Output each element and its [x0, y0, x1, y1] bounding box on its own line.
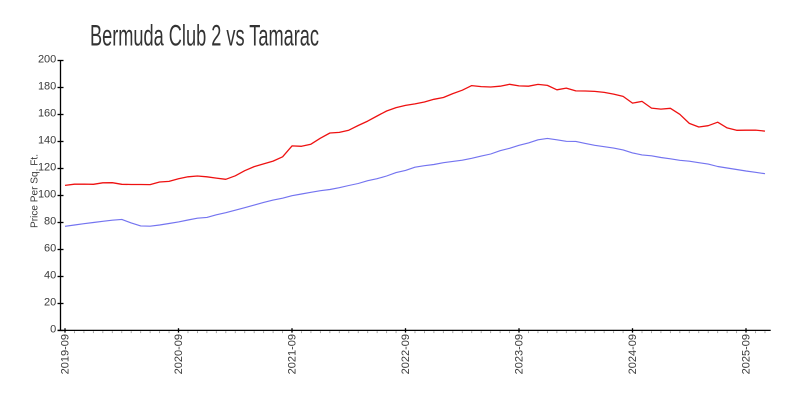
svg-text:2024-09: 2024-09 [627, 334, 639, 374]
svg-text:2025-09: 2025-09 [741, 334, 753, 374]
svg-text:Price Per Sq. Ft.: Price Per Sq. Ft. [29, 154, 41, 228]
svg-text:80: 80 [44, 216, 56, 228]
svg-text:180: 180 [38, 81, 56, 93]
svg-text:0: 0 [50, 324, 56, 336]
svg-text:120: 120 [38, 162, 56, 174]
svg-text:2019-09: 2019-09 [60, 334, 72, 374]
svg-text:160: 160 [38, 108, 56, 120]
svg-text:2023-09: 2023-09 [514, 334, 526, 374]
svg-text:2021-09: 2021-09 [287, 334, 299, 374]
svg-text:40: 40 [44, 270, 56, 282]
svg-text:Bermuda Club 2 vs Tamarac: Bermuda Club 2 vs Tamarac [90, 20, 319, 53]
svg-text:60: 60 [44, 243, 56, 255]
svg-text:2020-09: 2020-09 [173, 334, 185, 374]
svg-text:2022-09: 2022-09 [400, 334, 412, 374]
svg-text:100: 100 [38, 189, 56, 201]
svg-text:140: 140 [38, 135, 56, 147]
svg-text:20: 20 [44, 297, 56, 309]
svg-text:200: 200 [38, 54, 56, 66]
